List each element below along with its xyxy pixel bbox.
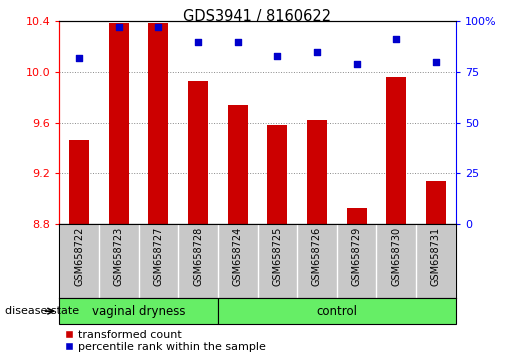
Bar — [307, 120, 327, 224]
Bar — [109, 23, 129, 224]
Point — [392, 37, 401, 42]
Text: GSM658726: GSM658726 — [312, 227, 322, 286]
Text: GDS3941 / 8160622: GDS3941 / 8160622 — [183, 9, 332, 24]
Text: GSM658727: GSM658727 — [153, 227, 163, 286]
Bar — [426, 181, 446, 224]
Text: GSM658728: GSM658728 — [193, 227, 203, 286]
Bar — [347, 207, 367, 224]
Text: GSM658722: GSM658722 — [74, 227, 84, 286]
Bar — [386, 77, 406, 224]
Text: disease state: disease state — [5, 306, 79, 316]
Text: GSM658723: GSM658723 — [114, 227, 124, 286]
Bar — [188, 81, 208, 224]
Legend: transformed count, percentile rank within the sample: transformed count, percentile rank withi… — [65, 330, 266, 353]
Point — [154, 24, 163, 30]
Bar — [148, 23, 168, 224]
Bar — [59, 298, 218, 324]
Text: control: control — [316, 305, 357, 318]
Bar — [267, 125, 287, 224]
Bar — [218, 298, 456, 324]
Point — [273, 53, 281, 58]
Text: vaginal dryness: vaginal dryness — [92, 305, 185, 318]
Point — [75, 55, 83, 61]
Point — [234, 39, 242, 44]
Text: GSM658725: GSM658725 — [272, 227, 282, 286]
Point — [352, 61, 360, 67]
Bar — [228, 105, 248, 224]
Point — [432, 59, 440, 65]
Text: GSM658730: GSM658730 — [391, 227, 401, 286]
Point — [313, 49, 321, 55]
Point — [194, 39, 202, 44]
Bar — [69, 141, 89, 224]
Text: GSM658731: GSM658731 — [431, 227, 441, 286]
Point — [114, 24, 123, 30]
Text: GSM658724: GSM658724 — [233, 227, 243, 286]
Text: GSM658729: GSM658729 — [352, 227, 362, 286]
